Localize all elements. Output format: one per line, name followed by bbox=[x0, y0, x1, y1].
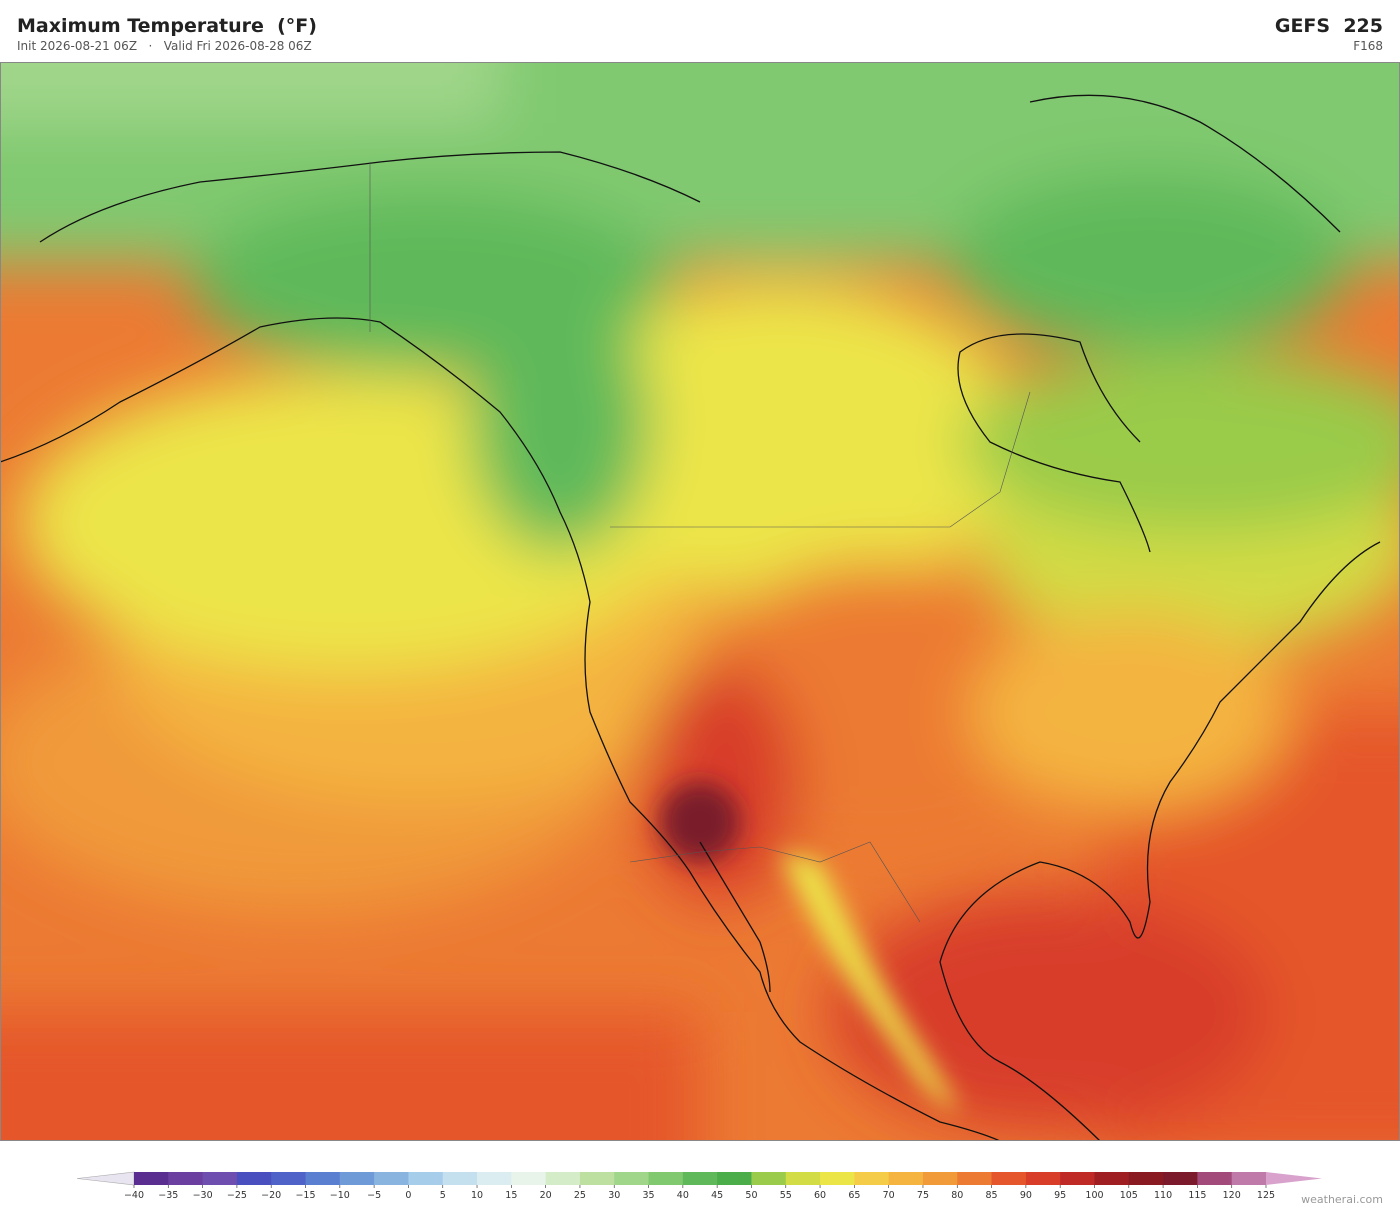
colorbar-bin bbox=[991, 1172, 1027, 1185]
colorbar-bin bbox=[1197, 1172, 1233, 1185]
colorbar-bin bbox=[614, 1172, 650, 1185]
colorbar-bin bbox=[236, 1172, 272, 1185]
colorbar-tick-label: 70 bbox=[883, 1190, 895, 1201]
subtitle: Init 2026-08-21 06Z · Valid Fri 2026-08-… bbox=[17, 39, 312, 53]
colorbar-tick-label: 125 bbox=[1257, 1190, 1275, 1201]
borders bbox=[369, 162, 1031, 923]
colorbar-tick-label: 60 bbox=[814, 1190, 826, 1201]
colorbar-tick-label: 35 bbox=[642, 1190, 654, 1201]
colorbar-bin bbox=[339, 1172, 375, 1185]
colorbar-bin bbox=[785, 1172, 821, 1185]
separator: · bbox=[148, 39, 153, 53]
colorbar-bin bbox=[442, 1172, 478, 1185]
colorbar-tick-label: 25 bbox=[574, 1190, 586, 1201]
colorbar-bin bbox=[477, 1172, 512, 1185]
model: GEFS 225 bbox=[1274, 15, 1383, 37]
colorbar-bin bbox=[854, 1172, 890, 1185]
colorbar-tick-label: −25 bbox=[227, 1190, 247, 1201]
colorbar-tick-label: −10 bbox=[330, 1190, 350, 1201]
colorbar-tick-label: 115 bbox=[1188, 1190, 1206, 1201]
colorbar-tick-label: 85 bbox=[986, 1190, 998, 1201]
init-time: Init 2026-08-21 06Z bbox=[17, 39, 138, 53]
colorbar-tick-label: 45 bbox=[711, 1190, 723, 1201]
colorbar-tick-label: 20 bbox=[540, 1190, 552, 1201]
forecast-hour: F168 bbox=[1353, 39, 1383, 53]
colorbar-bin bbox=[579, 1172, 615, 1185]
watermark: weatherai.com bbox=[1301, 1193, 1383, 1206]
colorbar-tick-label: 110 bbox=[1154, 1190, 1172, 1201]
colorbar-bin bbox=[888, 1172, 924, 1185]
colorbar-tick-label: 100 bbox=[1085, 1190, 1103, 1201]
colorbar-tick-label: 105 bbox=[1120, 1190, 1138, 1201]
colorbar-tick-label: 75 bbox=[917, 1190, 929, 1201]
colorbar-tick-label: 40 bbox=[677, 1190, 689, 1201]
colorbar-bin bbox=[134, 1172, 169, 1185]
colorbar-bin bbox=[168, 1172, 204, 1185]
map bbox=[0, 62, 1400, 1141]
colorbar-bin bbox=[408, 1172, 444, 1185]
colorbar-over bbox=[1266, 1172, 1322, 1185]
colorbar-tick-label: 10 bbox=[471, 1190, 483, 1201]
title: Maximum Temperature (°F) bbox=[17, 15, 317, 37]
colorbar-bin bbox=[1094, 1172, 1130, 1185]
colorbar-under bbox=[76, 1171, 135, 1186]
colorbar-bin bbox=[511, 1172, 547, 1185]
temperature-field bbox=[0, 62, 1400, 1141]
colorbar-tick-label: −15 bbox=[295, 1190, 315, 1201]
colorbar-tick-label: 55 bbox=[780, 1190, 792, 1201]
colorbar-bin bbox=[820, 1172, 855, 1185]
mexico-highlands bbox=[660, 782, 960, 1112]
colorbar-tick-label: 65 bbox=[848, 1190, 860, 1201]
colorbar-tick-label: 30 bbox=[608, 1190, 620, 1201]
colorbar-tick-label: −5 bbox=[367, 1190, 381, 1201]
coastlines bbox=[0, 94, 1381, 1141]
colorbar-bin bbox=[545, 1172, 581, 1185]
colorbar-tick-label: −40 bbox=[124, 1190, 144, 1201]
colorbar-tick-label: 15 bbox=[505, 1190, 517, 1201]
colorbar-tick-label: 5 bbox=[440, 1190, 446, 1201]
colorbar-bin bbox=[1163, 1172, 1198, 1185]
colorbar-bin bbox=[957, 1172, 993, 1185]
colorbar-bin bbox=[374, 1172, 409, 1185]
colorbar-bin bbox=[922, 1172, 958, 1185]
colorbar-bin bbox=[1025, 1172, 1061, 1185]
colorbar-bin bbox=[305, 1172, 341, 1185]
colorbar-tick-label: 90 bbox=[1020, 1190, 1032, 1201]
colorbar-tick-label: 120 bbox=[1223, 1190, 1241, 1201]
colorbar-bin bbox=[648, 1172, 684, 1185]
colorbar-bin bbox=[1060, 1172, 1095, 1185]
colorbar-tick-label: 95 bbox=[1054, 1190, 1066, 1201]
colorbar-bin bbox=[1128, 1172, 1164, 1185]
colorbar-tick-label: −20 bbox=[261, 1190, 281, 1201]
colorbar-bin bbox=[1231, 1172, 1267, 1185]
colorbar-bin bbox=[717, 1172, 752, 1185]
colorbar-tick-label: 80 bbox=[951, 1190, 963, 1201]
colorbar-tick-label: 50 bbox=[745, 1190, 757, 1201]
colorbar-tick-label: −35 bbox=[158, 1190, 178, 1201]
colorbar-tick-label: −30 bbox=[193, 1190, 213, 1201]
colorbar-bin bbox=[682, 1172, 718, 1185]
colorbar-bin bbox=[271, 1172, 307, 1185]
colorbar-bin bbox=[202, 1172, 238, 1185]
colorbar-tick-label: 0 bbox=[405, 1190, 411, 1201]
valid-time: Valid Fri 2026-08-28 06Z bbox=[163, 39, 312, 53]
colorbar-bin bbox=[751, 1172, 787, 1185]
colorbar: −40 −35 −30 −25 −20 −15 −10 −5 0 5 10 15 20 25 30 35 40 4… bbox=[76, 1171, 1322, 1201]
